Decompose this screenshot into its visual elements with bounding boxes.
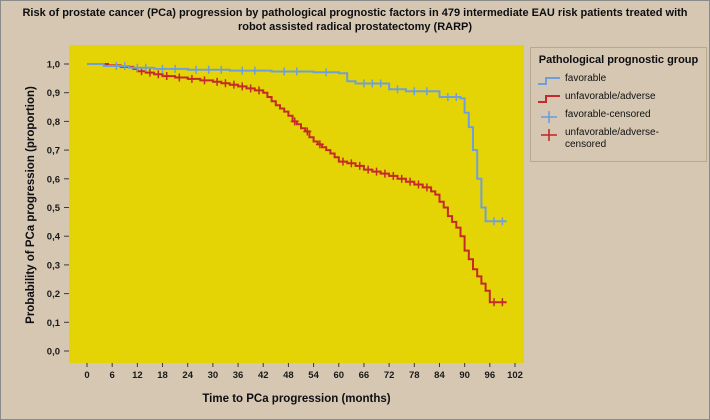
legend-item: unfavorable/adverse bbox=[537, 91, 700, 106]
legend-plus-icon bbox=[541, 129, 557, 142]
x-tick-label: 78 bbox=[409, 370, 420, 381]
x-tick-label: 72 bbox=[384, 370, 395, 381]
y-tick-label: 0,5 bbox=[47, 203, 61, 214]
x-tick-label: 30 bbox=[208, 370, 219, 381]
legend-items: favorable unfavorable/adverse favorable-ce… bbox=[537, 73, 700, 150]
y-tick-label: 1,0 bbox=[47, 60, 60, 71]
y-tick-label: 0,8 bbox=[47, 117, 60, 128]
y-tick-label: 0,7 bbox=[47, 146, 60, 157]
x-tick-label: 54 bbox=[308, 370, 319, 381]
legend-label: favorable-censored bbox=[565, 109, 651, 121]
x-tick-label: 18 bbox=[157, 370, 168, 381]
legend-label: favorable bbox=[565, 73, 607, 85]
y-tick-label: 0,9 bbox=[47, 88, 60, 99]
legend-item: unfavorable/adverse-censored bbox=[537, 127, 700, 150]
x-tick-label: 12 bbox=[132, 370, 143, 381]
x-tick-label: 96 bbox=[485, 370, 496, 381]
x-tick-label: 60 bbox=[333, 370, 344, 381]
legend-plus-icon bbox=[541, 111, 557, 124]
legend-line-icon bbox=[538, 95, 560, 104]
x-tick-label: 48 bbox=[283, 370, 294, 381]
x-tick-label: 84 bbox=[434, 370, 445, 381]
x-tick-label: 90 bbox=[459, 370, 470, 381]
legend-label: unfavorable/adverse bbox=[565, 91, 656, 103]
y-tick-label: 0,6 bbox=[47, 174, 60, 185]
plot-area bbox=[69, 45, 524, 363]
y-tick-label: 0,1 bbox=[47, 318, 61, 329]
x-tick-label: 36 bbox=[233, 370, 244, 381]
x-tick-label: 0 bbox=[84, 370, 89, 381]
legend-title: Pathological prognostic group bbox=[538, 54, 699, 66]
legend-item: favorable-censored bbox=[537, 109, 700, 124]
x-tick-label: 66 bbox=[359, 370, 370, 381]
x-axis-label: Time to PCa progression (months) bbox=[202, 393, 391, 405]
y-axis-label: Probability of PCa progression (proporti… bbox=[25, 86, 37, 324]
y-tick-label: 0,2 bbox=[47, 289, 60, 300]
y-tick-label: 0,3 bbox=[47, 260, 60, 271]
legend-item: favorable bbox=[537, 73, 700, 88]
y-tick-label: 0,4 bbox=[47, 232, 61, 243]
legend-line-icon bbox=[538, 77, 560, 86]
chart-title: Risk of prostate cancer (PCa) progressio… bbox=[22, 7, 688, 34]
y-tick-label: 0,0 bbox=[47, 347, 60, 358]
legend: Pathological prognostic group favorable u… bbox=[530, 47, 707, 163]
x-tick-label: 102 bbox=[507, 370, 523, 381]
x-tick-label: 24 bbox=[182, 370, 193, 381]
x-tick-label: 42 bbox=[258, 370, 269, 381]
legend-label: unfavorable/adverse-censored bbox=[565, 127, 659, 150]
x-tick-label: 6 bbox=[110, 370, 115, 381]
